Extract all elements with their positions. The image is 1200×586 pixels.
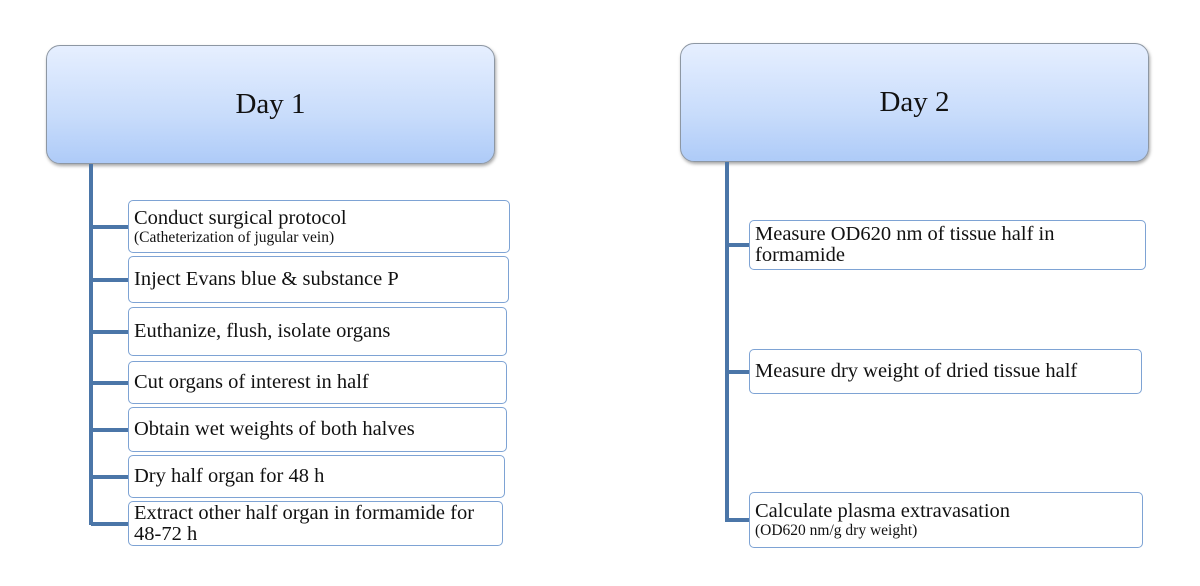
day2-branch-connector	[727, 518, 749, 522]
step-text: Conduct surgical protocol	[134, 206, 347, 229]
day2-step-box: Measure OD620 nm of tissue half in forma…	[749, 220, 1146, 270]
step-subtext: (Catheterization of jugular vein)	[134, 228, 335, 246]
day1-branch-connector	[91, 475, 128, 479]
day1-header: Day 1	[46, 45, 495, 164]
day2-header: Day 2	[680, 43, 1149, 162]
day1-step-box: Cut organs of interest in half	[128, 361, 507, 404]
step-text: Obtain wet weights of both halves	[134, 418, 415, 440]
day1-step-box: Obtain wet weights of both halves	[128, 407, 507, 452]
step-text: Extract other half organ in formamide fo…	[134, 501, 475, 545]
day1-branch-connector	[91, 330, 128, 334]
day1-branch-connector	[91, 225, 128, 229]
step-subtext: (OD620 nm/g dry weight)	[755, 522, 918, 539]
day1-branch-connector	[91, 278, 128, 282]
step-text: Euthanize, flush, isolate organs	[134, 320, 391, 342]
day1-step-box: Inject Evans blue & substance P	[128, 256, 509, 303]
day2-step-box: Calculate plasma extravasation (OD620 nm/…	[749, 492, 1143, 548]
day1-step-box: Dry half organ for 48 h	[128, 455, 505, 498]
step-text: Measure OD620 nm of tissue half in forma…	[755, 223, 1055, 266]
day1-branch-connector	[91, 522, 128, 526]
day2-connector-trunk	[725, 162, 729, 522]
day1-title: Day 1	[235, 88, 306, 120]
day1-step-box: Euthanize, flush, isolate organs	[128, 307, 507, 356]
day1-step-box: Conduct surgical protocol (Catheterizatio…	[128, 200, 510, 253]
day2-branch-connector	[727, 243, 749, 247]
step-text: Measure dry weight of dried tissue half	[755, 360, 1078, 382]
step-text: Calculate plasma extravasation	[755, 500, 1011, 522]
day2-title: Day 2	[879, 86, 950, 118]
day2-branch-connector	[727, 370, 749, 374]
day2-step-box: Measure dry weight of dried tissue half	[749, 349, 1142, 394]
day1-connector-trunk	[89, 164, 93, 525]
day1-branch-connector	[91, 381, 128, 385]
step-text: Dry half organ for 48 h	[134, 465, 325, 487]
step-text: Inject Evans blue & substance P	[134, 268, 399, 290]
day1-branch-connector	[91, 428, 128, 432]
day1-step-box: Extract other half organ in formamide fo…	[128, 501, 503, 546]
step-text: Cut organs of interest in half	[134, 371, 369, 393]
